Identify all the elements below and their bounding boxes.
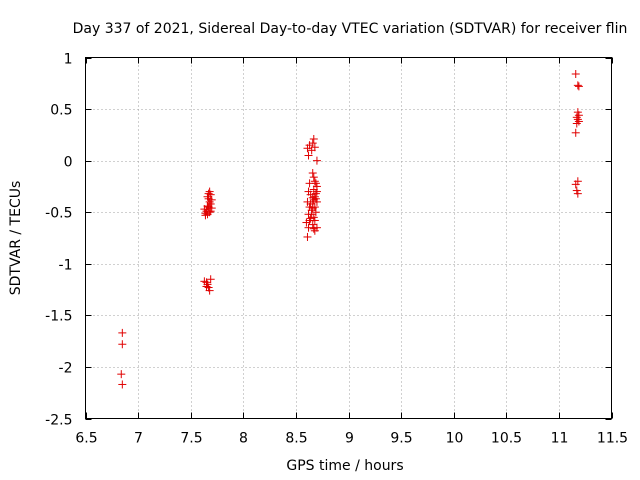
x-tick-label: 8.5 <box>285 431 307 447</box>
x-axis-label: GPS time / hours <box>286 458 403 474</box>
y-tick-label: -0.5 <box>45 206 72 222</box>
x-tick-label: 8 <box>239 431 248 447</box>
y-tick-label: -1.5 <box>45 309 72 325</box>
data-point <box>572 119 581 128</box>
data-point <box>311 194 320 203</box>
data-point <box>311 208 320 217</box>
data-point <box>207 195 216 204</box>
data-point <box>308 204 317 213</box>
x-tick-label: 6.5 <box>75 431 97 447</box>
data-point <box>310 177 319 186</box>
data-point <box>303 232 312 241</box>
data-point <box>308 139 317 148</box>
data-point <box>312 187 321 196</box>
data-point <box>118 340 127 349</box>
axis-ticks <box>85 57 613 420</box>
data-point <box>571 128 580 137</box>
data-point <box>309 134 318 143</box>
data-point <box>304 151 313 160</box>
data-point <box>308 169 317 178</box>
data-point <box>118 380 127 389</box>
x-tick-label: 9 <box>345 431 354 447</box>
data-point <box>574 82 583 91</box>
data-point <box>304 223 313 232</box>
data-point <box>205 208 214 217</box>
data-point <box>202 282 211 291</box>
x-tick-label: 10.5 <box>491 431 522 447</box>
data-point <box>310 216 319 225</box>
y-tick-label: -2 <box>59 361 73 377</box>
data-point <box>205 187 214 196</box>
y-tick-labels: 1 0.5 0 -0.5 -1 -1.5 -2 -2.5 <box>45 52 72 429</box>
x-tick-label: 7 <box>134 431 143 447</box>
data-point <box>573 177 582 186</box>
data-point <box>306 199 315 208</box>
x-tick-label: 11 <box>551 431 569 447</box>
data-point <box>573 81 582 90</box>
data-point <box>573 189 582 198</box>
data-point <box>203 202 212 211</box>
y-tick-label: 0.5 <box>50 103 72 119</box>
data-point <box>310 203 319 212</box>
grid-lines <box>85 57 612 419</box>
plot-area-border <box>85 57 612 419</box>
data-point <box>118 328 127 337</box>
data-point <box>206 275 215 284</box>
data-point <box>206 207 215 216</box>
data-point <box>574 117 583 126</box>
data-point <box>312 156 321 165</box>
data-point <box>310 143 319 152</box>
x-tick-label: 9.5 <box>390 431 412 447</box>
y-tick-label: -1 <box>59 258 73 274</box>
x-tick-label: 10 <box>446 431 464 447</box>
x-tick-label: 11.5 <box>597 431 628 447</box>
x-tick-label: 7.5 <box>180 431 202 447</box>
x-tick-labels: 6.5 7 7.5 8 8.5 9 9.5 10 10.5 11 11.5 <box>75 431 628 447</box>
data-point <box>204 189 213 198</box>
y-tick-label: -2.5 <box>45 413 72 429</box>
data-point <box>573 115 582 124</box>
data-point <box>309 173 318 182</box>
data-point <box>308 220 317 229</box>
y-tick-label: 0 <box>64 155 73 171</box>
y-tick-label: 1 <box>64 52 73 68</box>
data-point <box>201 209 210 218</box>
data-point <box>117 370 126 379</box>
data-point <box>571 70 580 79</box>
data-point <box>312 223 321 232</box>
data-point <box>305 179 314 188</box>
y-axis-label: SDTVAR / TECUs <box>8 181 24 296</box>
data-point <box>205 286 214 295</box>
data-points <box>117 70 583 389</box>
chart-title: Day 337 of 2021, Sidereal Day-to-day VTE… <box>73 21 628 37</box>
